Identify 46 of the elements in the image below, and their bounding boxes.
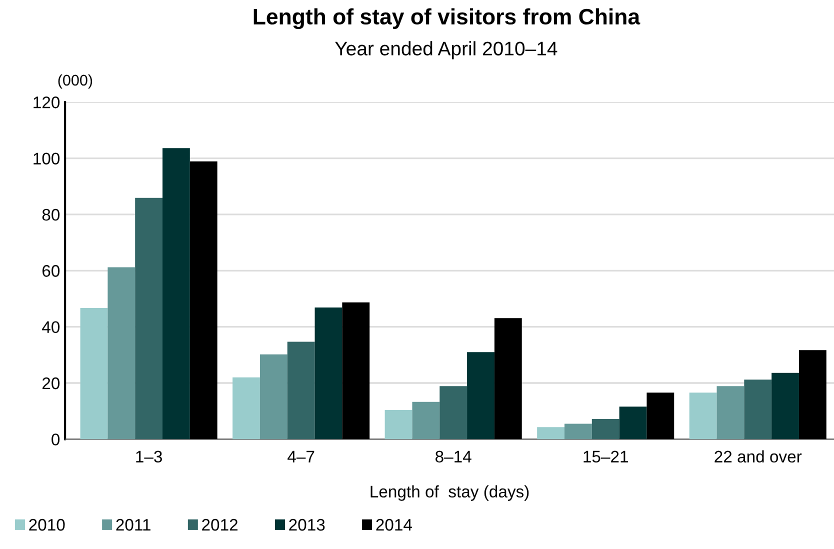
- bar: [772, 372, 799, 440]
- bar: [135, 198, 163, 440]
- bar: [689, 392, 717, 440]
- chart-title: Length of stay of visitors from China: [254, 8, 640, 30]
- legend-label: 2011: [116, 518, 150, 531]
- bar: [716, 386, 744, 440]
- bar: [537, 427, 564, 440]
- x-axis-title: Length of stay (days): [370, 485, 529, 501]
- y-tick-label: 100: [34, 152, 60, 164]
- bar: [108, 267, 136, 440]
- chart-subtitle: Year ended April 2010–14: [335, 41, 558, 60]
- x-tick-label: 8–14: [436, 450, 472, 463]
- legend-label: 2012: [202, 518, 238, 531]
- y-tick-label: 80: [42, 208, 60, 221]
- x-tick-label: 1–3: [136, 450, 162, 463]
- bar: [798, 350, 826, 440]
- bar: [162, 148, 190, 440]
- bar: [287, 342, 315, 440]
- y-tick-label: 0: [52, 434, 60, 446]
- y-tick-label: 60: [42, 265, 60, 277]
- bar: [412, 402, 440, 440]
- bar: [619, 406, 647, 440]
- bar: [260, 354, 288, 440]
- x-tick-label: 4–7: [288, 450, 314, 462]
- bar: [744, 380, 772, 440]
- y-axis-title: (000): [58, 74, 92, 89]
- x-tick-label: 22 and over: [714, 450, 802, 463]
- legend-label: 2014: [376, 518, 412, 531]
- bar: [494, 318, 522, 440]
- bar: [564, 424, 592, 440]
- legend-label: 2010: [29, 518, 65, 531]
- legend-label: 2013: [289, 518, 325, 531]
- bar: [467, 352, 494, 440]
- bar: [342, 302, 370, 440]
- bar: [80, 308, 108, 440]
- bar: [646, 392, 674, 440]
- y-tick-label: 20: [42, 377, 60, 390]
- y-tick-label: 120: [34, 96, 60, 108]
- y-tick-label: 40: [42, 321, 60, 334]
- x-tick-label: 15–21: [584, 450, 628, 463]
- bar: [440, 386, 468, 440]
- bar: [592, 418, 620, 440]
- bar: [384, 410, 412, 440]
- bar: [314, 307, 342, 440]
- bar: [232, 377, 260, 440]
- bar: [190, 161, 218, 440]
